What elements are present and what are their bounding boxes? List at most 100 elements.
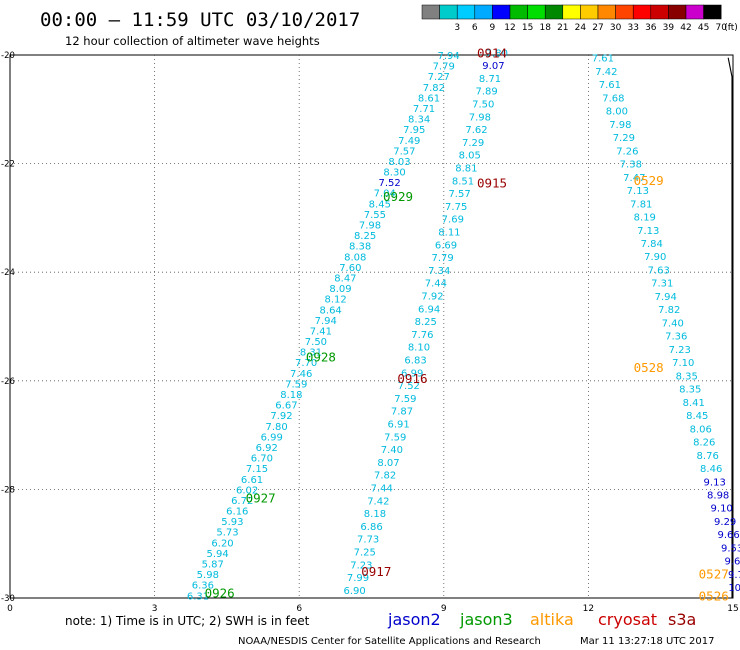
wave-height-value: 7.79 xyxy=(432,253,454,264)
wave-height-value: 8.35 xyxy=(676,371,698,382)
y-tick-label: -30 xyxy=(1,594,15,604)
legend-bin-label: 3 xyxy=(454,23,460,33)
legend-swatch xyxy=(632,4,652,20)
wave-height-value: 6.70 xyxy=(251,454,273,465)
wave-height-value: 7.73 xyxy=(357,535,379,546)
wave-height-value: 7.44 xyxy=(425,279,447,290)
wave-height-value: 8.35 xyxy=(679,385,701,396)
wave-height-value: 5.87 xyxy=(202,560,224,571)
wave-height-value: 7.15 xyxy=(246,464,268,475)
legend-bin-label: 70 xyxy=(715,23,727,33)
wave-height-value: 8.09 xyxy=(329,284,351,295)
legend-bin-label: 18 xyxy=(539,23,551,33)
legend-swatch xyxy=(615,4,634,20)
wave-height-value: 7.60 xyxy=(339,263,361,274)
y-tick-label: -20 xyxy=(1,51,15,61)
x-tick-label: 12 xyxy=(583,604,594,614)
wave-height-value: 7.26 xyxy=(616,146,638,157)
wave-height-value: 9.13 xyxy=(704,477,726,488)
wave-height-value: 5.94 xyxy=(207,549,229,560)
wave-height-value: 7.80 xyxy=(265,422,287,433)
wave-height-value: 7.25 xyxy=(354,547,376,558)
wave-height-value: 9.66 xyxy=(718,530,740,541)
wave-height-value: 7.71 xyxy=(413,104,435,115)
track-time-label: 0929 xyxy=(383,189,413,204)
wave-height-value: 6.99 xyxy=(401,368,423,379)
y-tick-label: -22 xyxy=(1,160,15,170)
track-s3a-0914-0917: 7.80 9.07 8.71 7.897.50 7.98 7.62 7.29 8.058.81… xyxy=(343,48,507,597)
wave-height-value: 8.10 xyxy=(408,343,430,354)
legend-bin-label: 42 xyxy=(680,23,691,33)
x-tick-label: 3 xyxy=(152,604,158,614)
legend-bin-label: 9 xyxy=(490,23,496,33)
track-time-label: 0528 xyxy=(634,360,664,375)
wave-height-value: 7.42 xyxy=(367,496,389,507)
wave-height-value: 7.84 xyxy=(641,239,663,250)
wave-height-value: 7.59 xyxy=(285,379,307,390)
wave-height-value: 7.55 xyxy=(364,210,386,221)
satellite-legend: jason2 jason3 altika cryosat s3a xyxy=(387,610,696,629)
y-tick-label: -26 xyxy=(1,377,15,387)
wave-height-value: 6.90 xyxy=(343,586,365,597)
track-time-label: 0916 xyxy=(397,371,427,386)
wave-height-value: 7.38 xyxy=(620,160,642,171)
legend-swatch xyxy=(685,4,704,20)
wave-height-value: 6.67 xyxy=(275,401,297,412)
wave-height-value: 8.25 xyxy=(354,231,376,242)
legend-bin-label: 6 xyxy=(472,23,478,33)
track-time-label: 0529 xyxy=(634,173,664,188)
wave-height-value: 8.00 xyxy=(606,107,628,118)
wave-height-value: 10.02 xyxy=(728,583,740,594)
legend-bin-label: 15 xyxy=(522,23,533,33)
wave-height-value: 7.52 xyxy=(398,381,420,392)
wave-height-value: 7.79 xyxy=(433,62,455,73)
wave-height-value: 6.99 xyxy=(261,432,283,443)
map-subtitle: 12 hour collection of altimeter wave hei… xyxy=(65,34,320,48)
wave-height-value: 7.81 xyxy=(630,199,652,210)
legend-bin-label: 27 xyxy=(592,23,603,33)
track-altika-0526-0529: 7.61 7.42 7.61 7.68 8.00 7.98 7.29 7.26 7.38 7.47… xyxy=(592,54,740,594)
wave-height-value: 7.23 xyxy=(350,560,372,571)
wave-height-value: 7.46 xyxy=(290,369,312,380)
wave-height-value: 6.83 xyxy=(404,355,426,366)
wave-height-value: 7.50 xyxy=(305,337,327,348)
wave-height-value: 8.45 xyxy=(369,199,391,210)
wave-height-value: 7.50 xyxy=(472,99,494,110)
wave-height-value: 7.36 xyxy=(665,332,687,343)
wave-height-value: 8.31 xyxy=(300,348,322,359)
legend-unit: (ft) xyxy=(724,23,738,33)
wave-height-value: 6.91 xyxy=(388,419,410,430)
wave-height-value: 7.10 xyxy=(672,358,694,369)
wave-height-value: 9.10 xyxy=(711,504,733,515)
wave-height-value: 8.08 xyxy=(344,252,366,263)
wave-height-value: 9.78 xyxy=(728,570,740,581)
legend-swatch xyxy=(597,4,616,20)
satellite-legend-s3a: s3a xyxy=(668,610,696,629)
wave-height-value: 7.68 xyxy=(602,93,624,104)
wave-height-value: 8.18 xyxy=(364,509,386,520)
wave-height-value: 8.98 xyxy=(707,490,729,501)
satellite-legend-jason2: jason2 xyxy=(387,610,441,629)
wave-height-value: 7.44 xyxy=(371,483,393,494)
wave-height-value: 8.11 xyxy=(438,227,460,238)
wave-height-value: 7.90 xyxy=(644,252,666,263)
wave-height-value: 8.46 xyxy=(700,464,722,475)
track-time-labels: 0914 0915 0916 0917 0926 0927 0928 0929 0526 0527… xyxy=(205,45,729,603)
satellite-legend-jason3: jason3 xyxy=(459,610,513,629)
wave-height-value: 7.40 xyxy=(662,318,684,329)
wave-height-value: 9.29 xyxy=(714,517,736,528)
wave-height-value: 7.94 xyxy=(437,51,459,62)
wave-height-value: 6.02 xyxy=(236,485,258,496)
legend-bin-label: 33 xyxy=(627,23,638,33)
track-time-label: 0527 xyxy=(699,567,729,582)
wave-height-value: 8.34 xyxy=(408,115,430,126)
wave-height-value: 7.98 xyxy=(359,221,381,232)
x-tick-label: 6 xyxy=(296,604,302,614)
wave-height-value: 7.13 xyxy=(627,186,649,197)
legend-bin-label: 36 xyxy=(645,23,657,33)
wave-height-value: 7.89 xyxy=(476,87,498,98)
wave-height-value: 8.05 xyxy=(459,151,481,162)
wave-height-value: 7.40 xyxy=(381,445,403,456)
wave-height-value: 7.80 xyxy=(486,48,508,59)
legend-swatch xyxy=(650,4,669,20)
